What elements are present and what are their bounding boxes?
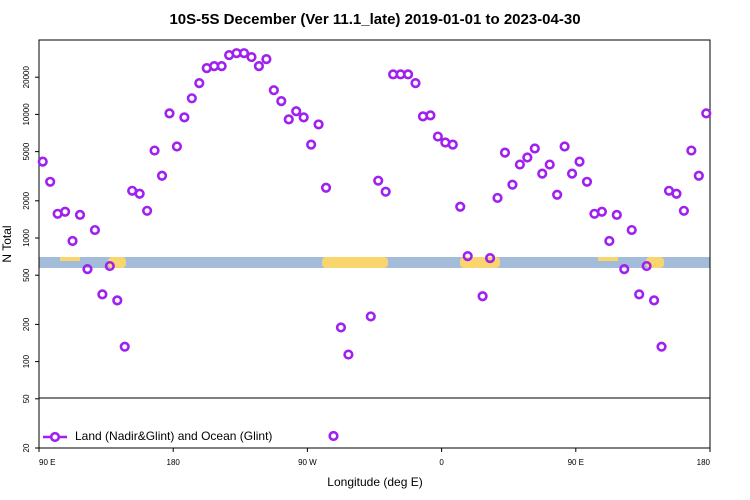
point (693, 170, 704, 181)
y-tick-label: 2000 (22, 191, 31, 209)
x-axis-label: Longitude (deg E) (327, 475, 422, 489)
legend-marker (49, 431, 61, 443)
point (373, 175, 384, 186)
point (596, 206, 607, 217)
point (134, 188, 145, 199)
point (194, 78, 205, 89)
point (477, 291, 488, 302)
point (455, 201, 466, 212)
y-tick-label: 1000 (22, 229, 31, 247)
point (522, 152, 533, 163)
point (365, 311, 376, 322)
point (499, 147, 511, 158)
point (253, 60, 265, 72)
point (45, 176, 56, 187)
point (246, 51, 257, 63)
point (261, 54, 272, 65)
point (626, 224, 637, 236)
x-tick-label: 180 (167, 458, 181, 467)
x-tick-label: 180 (697, 458, 711, 467)
point (656, 341, 667, 352)
point (701, 108, 712, 119)
point (619, 264, 630, 275)
point (566, 168, 578, 179)
x-tick-label: 90 E (39, 458, 55, 467)
point (328, 430, 339, 442)
point (484, 252, 496, 264)
point (306, 139, 317, 150)
point (112, 295, 123, 306)
legend-label: Land (Nadir&Glint) and Ocean (Glint) (75, 429, 272, 443)
point (97, 289, 108, 300)
y-axis-label: N Total (0, 225, 14, 262)
point (149, 145, 160, 156)
point (380, 186, 391, 197)
point (410, 78, 421, 89)
y-tick-label: 20 (22, 443, 31, 452)
point (581, 176, 593, 187)
point (37, 156, 48, 167)
plot-frame (38, 39, 711, 449)
point (291, 106, 302, 117)
point (552, 189, 563, 200)
point (648, 295, 660, 306)
point (164, 108, 175, 119)
x-tick-label: 90 W (298, 458, 317, 467)
point (238, 48, 250, 59)
y-tick-label: 100 (22, 354, 31, 368)
point (59, 206, 71, 217)
y-tick-label: 50 (22, 394, 31, 403)
chart-title: 10S-5S December (Ver 11.1_late) 2019-01-… (169, 11, 580, 28)
point (611, 209, 622, 220)
point (171, 141, 183, 152)
point (462, 250, 473, 262)
x-tick-label: 90 E (568, 458, 584, 467)
point (142, 205, 153, 216)
point (529, 143, 540, 154)
point (559, 141, 570, 152)
point (89, 224, 101, 236)
point (425, 110, 436, 121)
y-tick-label: 200 (22, 317, 31, 331)
point (447, 139, 458, 150)
point (432, 131, 443, 142)
point (604, 235, 615, 247)
y-tick-label: 10000 (22, 103, 31, 126)
point (82, 264, 93, 275)
y-tick-label: 20000 (22, 66, 31, 89)
point (402, 69, 414, 80)
point (119, 341, 130, 352)
y-tick-label: 500 (22, 268, 31, 282)
point (537, 168, 548, 179)
point (320, 182, 332, 193)
point (74, 209, 86, 220)
point (156, 170, 168, 181)
map-strip (39, 257, 710, 268)
point (104, 260, 115, 272)
point (634, 289, 645, 300)
point (67, 235, 78, 247)
point (671, 188, 682, 199)
x-tick-label: 0 (439, 458, 444, 467)
point (276, 96, 287, 107)
point (641, 260, 652, 272)
point (216, 60, 227, 72)
point (678, 205, 690, 216)
point (268, 85, 279, 96)
point (313, 119, 324, 130)
point (343, 349, 354, 360)
point (544, 159, 555, 170)
point (179, 112, 190, 123)
point (507, 179, 518, 190)
point (298, 112, 309, 123)
point (186, 93, 197, 104)
point (574, 156, 585, 167)
point (686, 145, 697, 156)
point (335, 322, 347, 333)
y-tick-label: 5000 (22, 142, 31, 160)
point (514, 159, 525, 170)
point (492, 192, 503, 204)
point (283, 114, 294, 125)
